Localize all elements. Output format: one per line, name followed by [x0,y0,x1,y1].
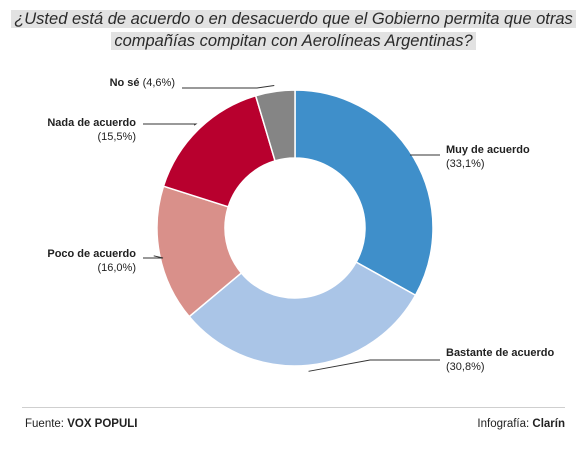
source-name: VOX POPULI [67,418,138,430]
slice-value-poco-de-acuerdo: (16,0%) [97,262,136,274]
slice-muy-de-acuerdo [294,89,434,297]
slice-label-bastante-de-acuerdo: Bastante de acuerdo [446,347,554,359]
leader-line-bastante-de-acuerdo [308,359,440,372]
leader-line-nada-de-acuerdo [143,123,198,126]
credit-name: Clarín [532,418,565,430]
slice-value-muy-de-acuerdo: (33,1%) [446,158,485,170]
slice-label-poco-de-acuerdo: Poco de acuerdo [47,248,136,260]
slice-bastante-de-acuerdo [188,261,417,367]
slice-no-se [254,89,296,162]
credit-note: Infografía: Clarín [477,418,565,430]
leader-line-no-se [182,85,275,89]
leader-line-poco-de-acuerdo [143,255,164,259]
slice-value-nada-de-acuerdo: (15,5%) [97,131,136,143]
source-prefix: Fuente: [25,418,68,430]
footer-divider [22,407,565,408]
slice-label-muy-de-acuerdo: Muy de acuerdo [446,144,530,156]
slice-label-nada-de-acuerdo: Nada de acuerdo [47,117,136,129]
slice-nada-de-acuerdo [162,94,276,208]
credit-prefix: Infografía: [477,418,533,430]
slice-label-no-se: No sé (4,6%) [110,77,175,89]
slice-value-bastante-de-acuerdo: (30,8%) [446,361,485,373]
chart-title-wrap: ¿Usted está de acuerdo o en desacuerdo q… [0,8,587,52]
source-note: Fuente: VOX POPULI [25,418,138,430]
